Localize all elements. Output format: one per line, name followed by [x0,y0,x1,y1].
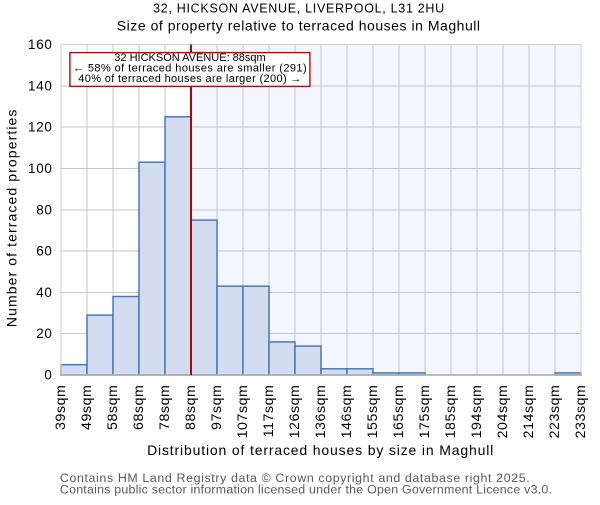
svg-text:100: 100 [28,161,53,176]
svg-text:40% of terraced houses are lar: 40% of terraced houses are larger (200) … [78,73,301,85]
svg-text:← 58% of terraced houses are s: ← 58% of terraced houses are smaller (29… [73,63,307,75]
svg-text:32, HICKSON AVENUE, LIVERPOOL,: 32, HICKSON AVENUE, LIVERPOOL, L31 2HU [153,2,445,16]
svg-text:68sqm: 68sqm [131,385,147,430]
svg-text:Contains public sector informa: Contains public sector information licen… [60,483,552,497]
svg-text:233sqm: 233sqm [573,385,589,439]
svg-text:49sqm: 49sqm [79,385,95,430]
svg-text:185sqm: 185sqm [443,385,459,439]
svg-text:165sqm: 165sqm [391,385,407,439]
svg-text:146sqm: 146sqm [339,385,355,439]
svg-text:32 HICKSON AVENUE: 88sqm: 32 HICKSON AVENUE: 88sqm [114,52,265,64]
svg-text:60: 60 [36,244,52,259]
svg-text:160: 160 [28,37,53,52]
svg-text:223sqm: 223sqm [547,385,563,439]
svg-text:78sqm: 78sqm [157,385,173,430]
svg-text:126sqm: 126sqm [287,385,303,439]
svg-text:80: 80 [36,202,52,217]
svg-text:140: 140 [28,78,53,93]
svg-text:Contains HM Land Registry data: Contains HM Land Registry data © Crown c… [60,471,530,485]
svg-text:Size of property relative to t: Size of property relative to terraced ho… [117,17,481,33]
svg-text:155sqm: 155sqm [365,385,381,439]
svg-text:204sqm: 204sqm [495,385,511,439]
svg-text:194sqm: 194sqm [469,385,485,439]
svg-text:88sqm: 88sqm [183,385,199,430]
svg-text:39sqm: 39sqm [53,385,69,430]
svg-text:175sqm: 175sqm [417,385,433,439]
svg-text:97sqm: 97sqm [209,385,225,430]
svg-text:Distribution of terraced house: Distribution of terraced houses by size … [147,442,494,458]
svg-text:120: 120 [28,120,53,135]
svg-text:Number of terraced properties: Number of terraced properties [4,108,20,327]
svg-text:58sqm: 58sqm [105,385,121,430]
svg-text:136sqm: 136sqm [313,385,329,439]
svg-text:107sqm: 107sqm [235,385,251,439]
svg-text:117sqm: 117sqm [261,385,277,438]
svg-text:0: 0 [44,368,52,383]
svg-text:40: 40 [36,285,52,300]
svg-text:214sqm: 214sqm [521,385,537,439]
svg-text:20: 20 [36,326,52,341]
